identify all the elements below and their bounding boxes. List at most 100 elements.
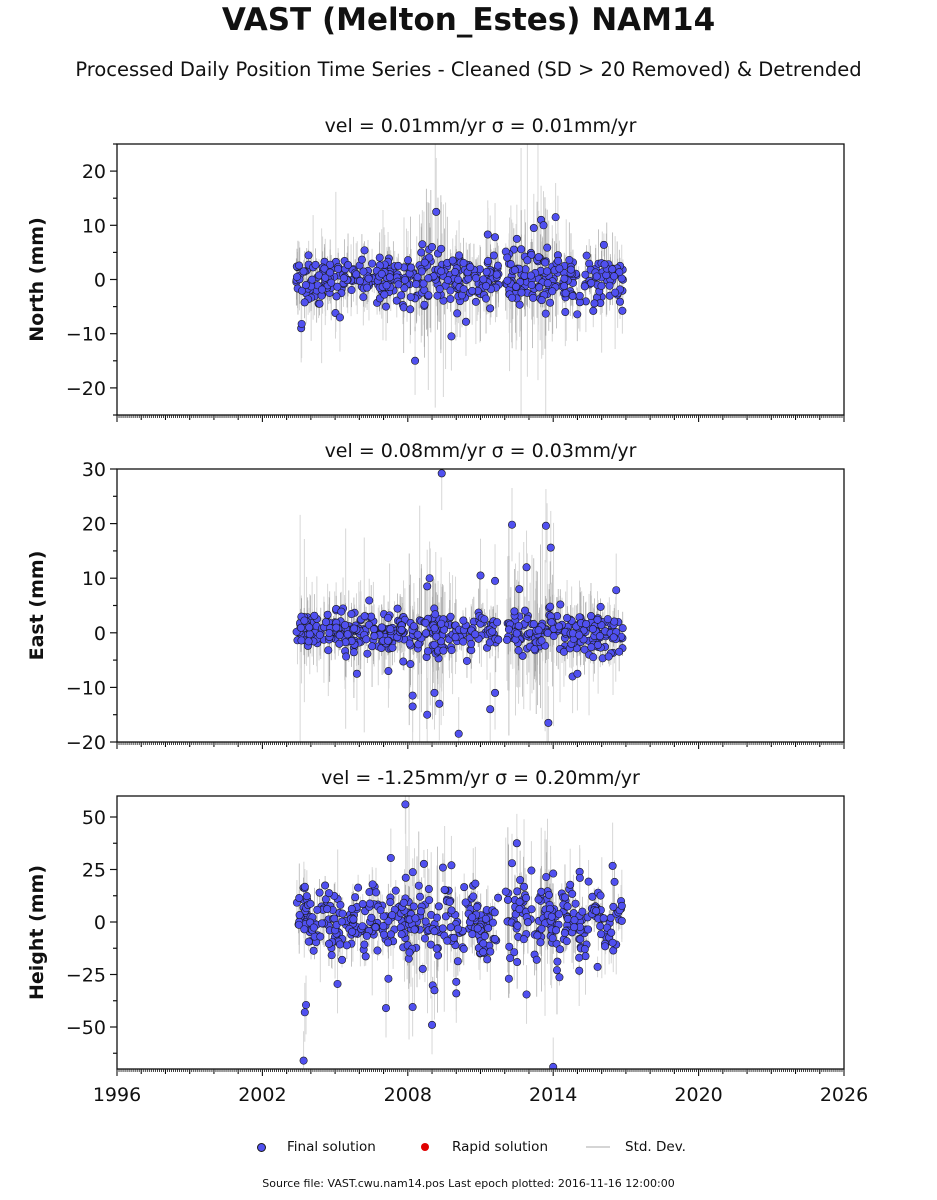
data-point — [295, 893, 304, 902]
data-point — [437, 637, 446, 646]
data-point-outlier — [381, 302, 390, 311]
data-point — [326, 260, 335, 269]
data-point — [535, 283, 544, 292]
data-point-outlier — [512, 234, 521, 243]
data-point — [417, 267, 426, 276]
data-point — [334, 264, 343, 273]
data-point — [454, 275, 463, 284]
data-point — [317, 919, 326, 928]
data-point — [484, 924, 493, 933]
data-point — [596, 891, 605, 900]
data-point — [355, 277, 364, 286]
data-point — [530, 645, 539, 654]
data-point — [599, 914, 608, 923]
y-tick-label: 10 — [82, 215, 106, 237]
data-point — [397, 930, 406, 939]
final-points-north — [292, 207, 627, 365]
data-point — [510, 265, 519, 274]
data-point — [406, 263, 415, 272]
data-point — [308, 275, 317, 284]
data-point — [563, 902, 572, 911]
y-tick-label: −20 — [66, 732, 106, 754]
y-axis-label-east: East (mm) — [26, 551, 48, 661]
data-point — [529, 293, 538, 302]
data-point — [541, 309, 550, 318]
data-point — [435, 285, 444, 294]
data-point — [325, 889, 334, 898]
data-point — [426, 940, 435, 949]
data-point — [443, 276, 452, 285]
data-point — [445, 897, 454, 906]
data-point — [490, 908, 499, 917]
data-point — [575, 631, 584, 640]
data-point — [420, 300, 429, 309]
data-point — [611, 288, 620, 297]
data-point — [305, 630, 314, 639]
data-point-outlier — [411, 356, 420, 365]
data-point-outlier — [435, 699, 444, 708]
data-point — [362, 635, 371, 644]
data-point — [438, 924, 447, 933]
data-point-outlier — [515, 585, 524, 594]
data-point — [344, 261, 353, 270]
data-point — [368, 642, 377, 651]
data-point — [315, 299, 324, 308]
data-point — [337, 917, 346, 926]
data-point — [563, 914, 572, 923]
data-point-outlier — [423, 582, 432, 591]
data-point — [536, 938, 545, 947]
data-point — [459, 285, 468, 294]
data-point — [313, 905, 322, 914]
chart-title: VAST (Melton_Estes) NAM14 — [221, 2, 716, 38]
data-point — [401, 873, 410, 882]
data-point — [301, 281, 310, 290]
data-point — [365, 888, 374, 897]
data-point — [513, 958, 522, 967]
data-point — [575, 291, 584, 300]
data-point — [533, 931, 542, 940]
data-point — [617, 916, 626, 925]
data-point — [593, 962, 602, 971]
data-point — [421, 618, 430, 627]
data-point — [358, 900, 367, 909]
data-point — [534, 253, 543, 262]
data-point — [580, 645, 589, 654]
data-point — [505, 942, 514, 951]
data-point — [484, 257, 493, 266]
data-point — [326, 268, 335, 277]
legend-stddev-line — [586, 1146, 610, 1148]
final-points-east — [292, 469, 627, 738]
data-point — [316, 932, 325, 941]
data-point — [304, 251, 313, 260]
data-point-outlier — [418, 240, 427, 249]
data-point — [486, 947, 495, 956]
data-point-outlier — [384, 974, 393, 983]
data-point — [563, 614, 572, 623]
data-point — [391, 886, 400, 895]
data-point — [592, 272, 601, 281]
data-point — [380, 290, 389, 299]
x-tick-label: 2002 — [238, 1084, 286, 1106]
data-point-outlier — [428, 1020, 437, 1029]
data-point — [584, 877, 593, 886]
panel-title-east: vel = 0.08mm/yr σ = 0.03mm/yr — [325, 440, 637, 462]
data-point-outlier — [539, 221, 548, 230]
data-point-outlier — [549, 1062, 558, 1069]
data-point — [459, 944, 468, 953]
data-point — [350, 624, 359, 633]
data-point — [315, 630, 324, 639]
data-point — [360, 612, 369, 621]
final-points-height — [292, 800, 626, 1069]
data-point — [409, 622, 418, 631]
data-point — [300, 925, 309, 934]
x-tick-label: 2008 — [384, 1084, 432, 1106]
data-point — [370, 631, 379, 640]
data-point — [349, 915, 358, 924]
data-point-outlier — [529, 224, 538, 233]
data-point — [568, 889, 577, 898]
data-point — [393, 604, 402, 613]
data-point — [515, 905, 524, 914]
data-point-outlier — [423, 710, 432, 719]
data-point-outlier — [408, 702, 417, 711]
y-tick-label: 25 — [82, 860, 106, 882]
